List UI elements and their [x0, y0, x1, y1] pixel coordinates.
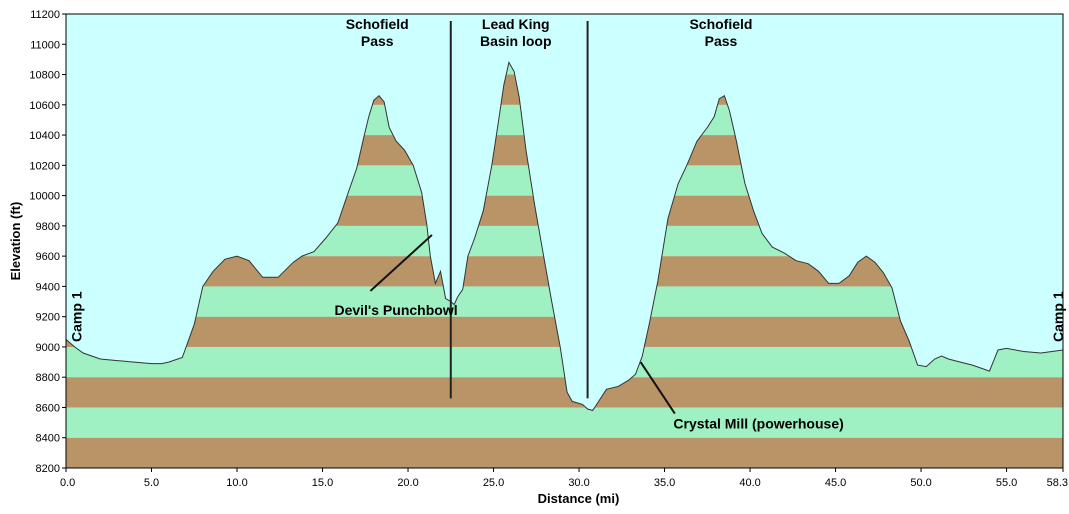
- y-tick-label: 9800: [36, 221, 60, 233]
- y-axis-ticks: 8200 8400 8600 8800 9000 9200 9400 9600 9800 1000…: [29, 9, 66, 475]
- x-tick-label: 5.0: [144, 477, 159, 489]
- x-tick-label: 15.0: [312, 477, 333, 489]
- annotation-label: Devil's Punchbowl: [334, 302, 457, 318]
- y-tick-label: 11200: [30, 9, 60, 21]
- y-tick-label: 10400: [29, 130, 60, 142]
- callout-line: [369, 234, 433, 292]
- camp-label: Camp 1: [1050, 291, 1066, 342]
- x-tick-label: 30.0: [568, 477, 589, 489]
- y-tick-label: 9000: [36, 342, 60, 354]
- x-tick-label: 55.0: [996, 477, 1017, 489]
- y-tick-label: 10000: [29, 191, 60, 203]
- x-tick-label: 0.0: [60, 477, 75, 489]
- callout-line: [639, 361, 676, 415]
- x-tick-label: 25.0: [483, 477, 504, 489]
- elevation-band: [66, 407, 1063, 438]
- x-tick-label: 10.0: [226, 477, 247, 489]
- camp-label: Camp 1: [68, 291, 84, 342]
- y-tick-label: 8400: [36, 433, 60, 445]
- annotation-label: Schofield: [346, 16, 409, 32]
- y-tick-label: 8200: [36, 463, 60, 475]
- x-axis-ticks: 0.0 5.0 10.0 15.0 20.0 25.0 30.0 35.0 40.0 45.0 50…: [60, 468, 1068, 489]
- callout-lines: [369, 234, 676, 415]
- x-tick-label: 50.0: [910, 477, 931, 489]
- x-tick-label: 35.0: [654, 477, 675, 489]
- y-tick-label: 10200: [29, 160, 60, 172]
- x-tick-label: 45.0: [825, 477, 846, 489]
- y-tick-label: 10600: [29, 100, 60, 112]
- profile-outline: [65, 61, 1064, 412]
- y-tick-label: 8800: [36, 372, 60, 384]
- endpoint-labels: Camp 1 Camp 1: [68, 291, 1066, 342]
- y-tick-label: 9200: [36, 312, 60, 324]
- y-tick-label: 10800: [29, 70, 60, 82]
- y-tick-label: 9400: [36, 281, 60, 293]
- x-tick-label: 40.0: [739, 477, 760, 489]
- annotation-label: Pass: [705, 33, 738, 49]
- x-tick-label: 58.3: [1047, 477, 1068, 489]
- elevation-band: [66, 437, 1063, 468]
- annotation-label: Schofield: [689, 16, 752, 32]
- annotation-label: Lead King: [482, 16, 550, 32]
- vertical-markers: [449, 21, 589, 399]
- annotation-label: Crystal Mill (powerhouse): [673, 416, 843, 432]
- x-axis-title: Distance (mi): [538, 491, 620, 506]
- plot-frame: [65, 13, 1064, 469]
- y-tick-label: 8600: [36, 402, 60, 414]
- annotation-label: Basin loop: [480, 33, 552, 49]
- y-tick-label: 11000: [30, 39, 60, 51]
- y-axis-title: Elevation (ft): [8, 202, 23, 281]
- annotation-label: Pass: [361, 33, 394, 49]
- elevation-band: [66, 377, 1063, 408]
- x-tick-label: 20.0: [397, 477, 418, 489]
- y-tick-label: 9600: [36, 251, 60, 263]
